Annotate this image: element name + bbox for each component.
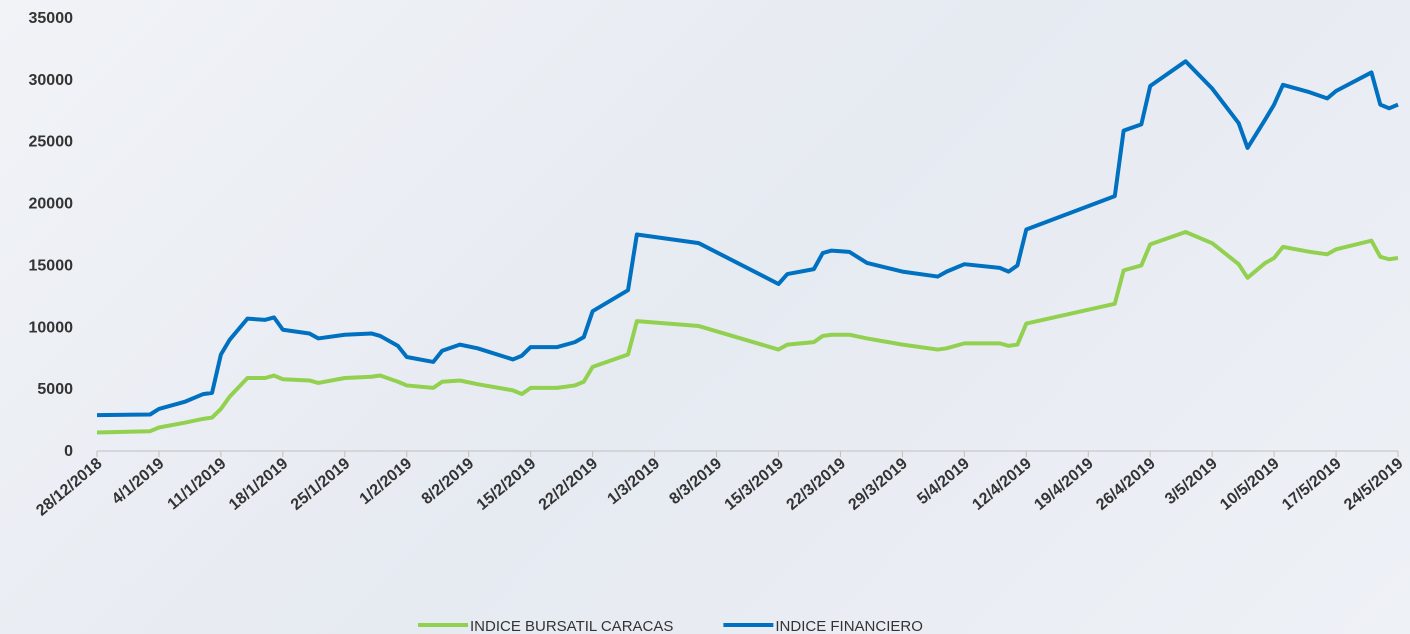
x-tick-label: 5/4/2019	[914, 455, 973, 508]
x-tick-label: 3/5/2019	[1162, 455, 1221, 508]
x-tick-label: 22/3/2019	[784, 455, 850, 514]
legend-label: INDICE FINANCIERO	[775, 618, 923, 634]
y-tick-label: 30000	[29, 72, 74, 89]
y-tick-label: 10000	[29, 319, 74, 336]
x-tick-label: 26/4/2019	[1093, 455, 1159, 514]
x-tick-label: 8/2/2019	[419, 455, 478, 508]
x-tick-label: 17/5/2019	[1279, 455, 1345, 514]
x-tick-label: 10/5/2019	[1217, 455, 1283, 514]
y-tick-label: 0	[64, 443, 73, 460]
x-tick-label: 24/5/2019	[1341, 455, 1407, 514]
x-tick-label: 28/12/2018	[33, 455, 105, 520]
chart: 0 5000 10000 15000 20000 25000 30000 35000 28/12…	[0, 0, 1410, 634]
x-tick-label: 1/3/2019	[605, 455, 664, 508]
y-tick-label: 35000	[29, 10, 74, 27]
x-tick-label: 8/3/2019	[666, 455, 725, 508]
legend-label: INDICE BURSATIL CARACAS	[470, 618, 673, 634]
y-tick-label: 20000	[29, 196, 74, 213]
y-tick-label: 25000	[29, 134, 74, 151]
x-tick-label: 4/1/2019	[109, 455, 168, 508]
x-tick-label: 19/4/2019	[1031, 455, 1097, 514]
x-tick-label: 1/2/2019	[357, 455, 416, 508]
x-tick-label: 18/1/2019	[226, 455, 292, 514]
x-tick-label: 29/3/2019	[845, 455, 911, 514]
x-tick-label: 22/2/2019	[536, 455, 602, 514]
x-tick-label: 15/3/2019	[722, 455, 788, 514]
x-tick-label: 12/4/2019	[969, 455, 1035, 514]
x-tick-label: 15/2/2019	[474, 455, 540, 514]
x-tick-label: 25/1/2019	[288, 455, 354, 514]
x-tick-label: 11/1/2019	[165, 455, 230, 513]
y-tick-label: 15000	[29, 257, 74, 274]
y-tick-label: 5000	[37, 381, 73, 398]
